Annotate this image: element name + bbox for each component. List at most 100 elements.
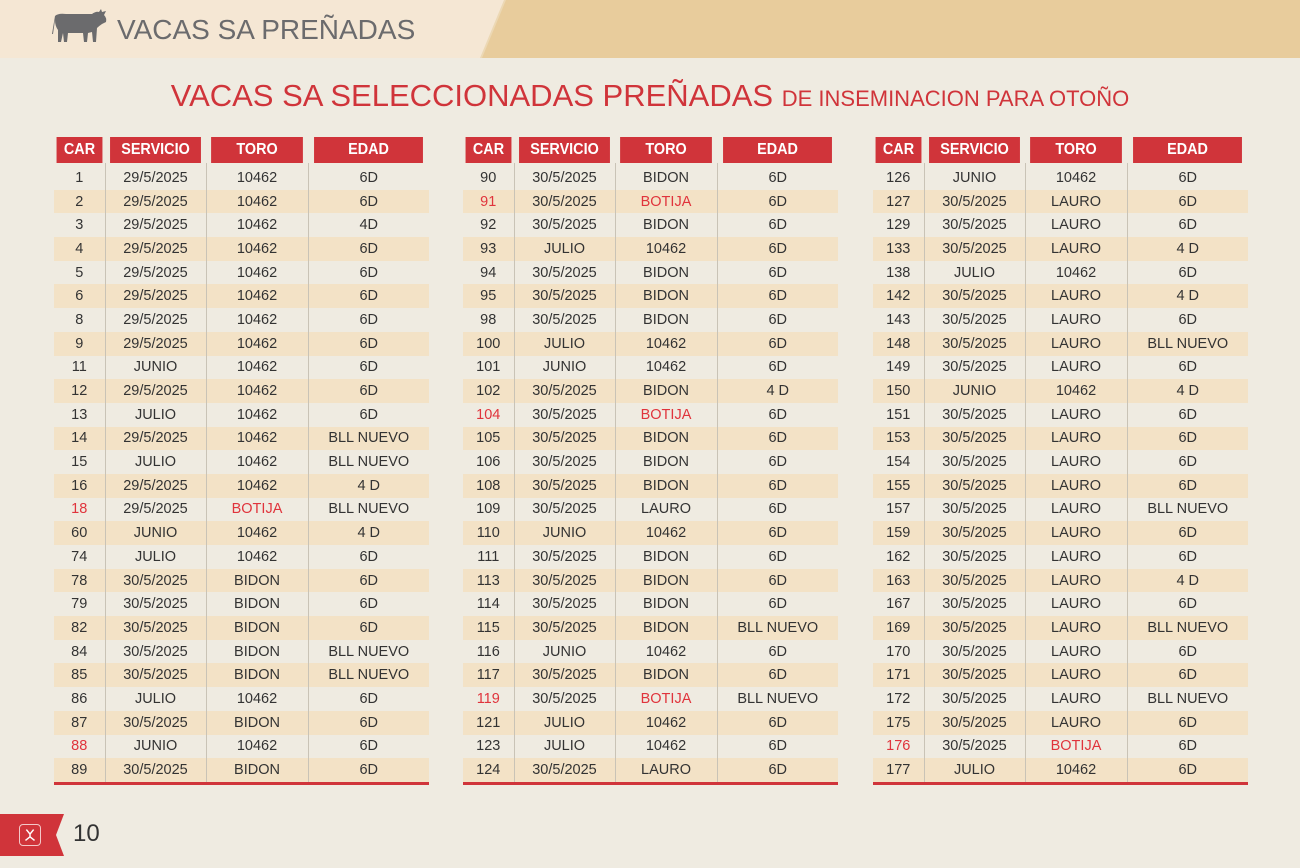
cell-toro: BIDON: [614, 592, 717, 617]
cell-edad: 4D: [307, 213, 429, 238]
table-row: 74 JULIO 10462 6D: [54, 545, 429, 569]
cell-servicio: 29/5/2025: [104, 213, 206, 238]
cell-servicio: 30/5/2025: [513, 663, 615, 688]
cell-toro: LAURO: [1024, 545, 1127, 569]
cell-servicio: 29/5/2025: [104, 473, 206, 498]
cell-toro: LAURO: [1024, 284, 1127, 309]
cell-toro: 10462: [205, 163, 308, 190]
title-sub: DE INSEMINACION PARA OTOÑO: [781, 86, 1130, 111]
cell-car: 100: [463, 331, 514, 356]
table-row: 167 30/5/2025 LAURO 6D: [873, 592, 1248, 617]
table-row: 133 30/5/2025 LAURO 4 D: [873, 237, 1248, 261]
cell-toro: BIDON: [614, 379, 717, 403]
cell-edad: 6D: [1126, 521, 1248, 545]
cell-car: 95: [463, 284, 514, 309]
cell-car: 142: [873, 284, 924, 309]
cell-servicio: JUNIO: [513, 639, 615, 664]
cell-toro: 10462: [205, 734, 308, 759]
cell-servicio: 30/5/2025: [923, 592, 1025, 617]
table-row: 88 JUNIO 10462 6D: [54, 734, 429, 759]
cell-servicio: JULIO: [513, 331, 615, 356]
cell-car: 127: [873, 189, 924, 214]
cell-edad: 6D: [716, 710, 838, 735]
section-title: VACAS SA PREÑADAS: [117, 14, 416, 45]
cell-car: 115: [463, 616, 514, 640]
cell-servicio: JULIO: [104, 450, 206, 474]
cell-toro: 10462: [614, 521, 717, 545]
cell-car: 84: [71, 643, 88, 660]
table-row: 169 30/5/2025 LAURO BLL NUEVO: [873, 616, 1248, 640]
table-row: 175 30/5/2025 LAURO 6D: [873, 710, 1248, 735]
cell-edad: 6D: [716, 308, 838, 332]
cell-car: 2: [54, 189, 105, 214]
cell-car: 163: [873, 568, 924, 593]
cell-toro: 10462: [205, 237, 308, 261]
table-row: 89 30/5/2025 BIDON 6D: [54, 758, 429, 782]
cell-edad: BLL NUEVO: [307, 497, 429, 522]
cell-servicio: 30/5/2025: [513, 260, 615, 285]
table-row: 108 30/5/2025 BIDON 6D: [463, 473, 838, 498]
cell-car: 12: [54, 379, 105, 403]
table-row: 127 30/5/2025 LAURO 6D: [873, 189, 1248, 214]
cell-car: 121: [463, 710, 514, 735]
cell-edad: BLL NUEVO: [1126, 687, 1248, 711]
table-row: 14 29/5/2025 10462 BLL NUEVO: [54, 426, 429, 451]
table-row: 105 30/5/2025 BIDON 6D: [463, 426, 838, 451]
table-row: 110 JUNIO 10462 6D: [463, 521, 838, 545]
cell-edad: 6D: [307, 284, 429, 309]
cell-toro: BIDON: [205, 758, 308, 782]
cell-servicio: 30/5/2025: [104, 568, 206, 593]
table-row: 16 29/5/2025 10462 4 D: [54, 473, 429, 498]
table-row: 82 30/5/2025 BIDON 6D: [54, 616, 429, 640]
cell-edad: 6D: [307, 687, 429, 711]
cell-toro: 10462: [614, 331, 717, 356]
cell-servicio: 30/5/2025: [513, 592, 615, 617]
cell-toro: BIDON: [614, 308, 717, 332]
cell-servicio: 30/5/2025: [923, 213, 1025, 238]
table-row: 176 30/5/2025 BOTIJA 6D: [873, 734, 1248, 759]
cell-car: 162: [886, 548, 911, 565]
cell-servicio: JULIO: [513, 237, 615, 261]
cell-edad: BLL NUEVO: [307, 450, 429, 474]
cell-edad: 6D: [716, 639, 838, 664]
cell-toro: BIDON: [205, 663, 308, 688]
cell-toro: 10462: [205, 189, 308, 214]
cell-toro: LAURO: [1024, 213, 1127, 238]
cell-toro: LAURO: [1024, 497, 1127, 522]
cell-servicio: 30/5/2025: [923, 284, 1025, 309]
cell-toro: 10462: [614, 639, 717, 664]
cell-servicio: JUNIO: [104, 355, 206, 380]
cell-edad: 6D: [1126, 189, 1248, 214]
cell-servicio: JUNIO: [104, 734, 206, 759]
cell-toro: 10462: [205, 379, 308, 403]
cell-servicio: 30/5/2025: [513, 189, 615, 214]
cell-servicio: 30/5/2025: [513, 616, 615, 640]
cell-edad: 6D: [1126, 710, 1248, 735]
table-row: 177 JULIO 10462 6D: [873, 758, 1248, 782]
cell-car: 13: [71, 406, 88, 423]
cell-edad: 6D: [307, 355, 429, 380]
col-header-servicio: SERVICIO: [929, 137, 1020, 163]
cell-toro: LAURO: [614, 497, 717, 522]
cell-toro: LAURO: [1024, 473, 1127, 498]
cell-edad: 6D: [716, 163, 838, 190]
cell-servicio: JUNIO: [923, 163, 1025, 190]
table-row: 150 JUNIO 10462 4 D: [873, 379, 1248, 403]
cell-edad: 6D: [307, 616, 429, 640]
cell-toro: BIDON: [614, 213, 717, 238]
cell-car: 126: [886, 169, 911, 186]
cell-servicio: 30/5/2025: [104, 758, 206, 782]
cell-car: 18: [71, 501, 88, 518]
cell-car: 113: [463, 568, 514, 593]
cell-car: 60: [54, 521, 105, 545]
cell-car: 170: [886, 643, 911, 660]
cell-edad: BLL NUEVO: [716, 616, 838, 640]
table-row: 115 30/5/2025 BIDON BLL NUEVO: [463, 616, 838, 640]
table-row: 2 29/5/2025 10462 6D: [54, 189, 429, 214]
cell-servicio: 30/5/2025: [513, 284, 615, 309]
table-row: 94 30/5/2025 BIDON 6D: [463, 260, 838, 285]
cell-servicio: 30/5/2025: [923, 616, 1025, 640]
cell-servicio: JULIO: [513, 734, 615, 759]
table-row: 116 JUNIO 10462 6D: [463, 639, 838, 664]
cell-car: 78: [54, 568, 105, 593]
